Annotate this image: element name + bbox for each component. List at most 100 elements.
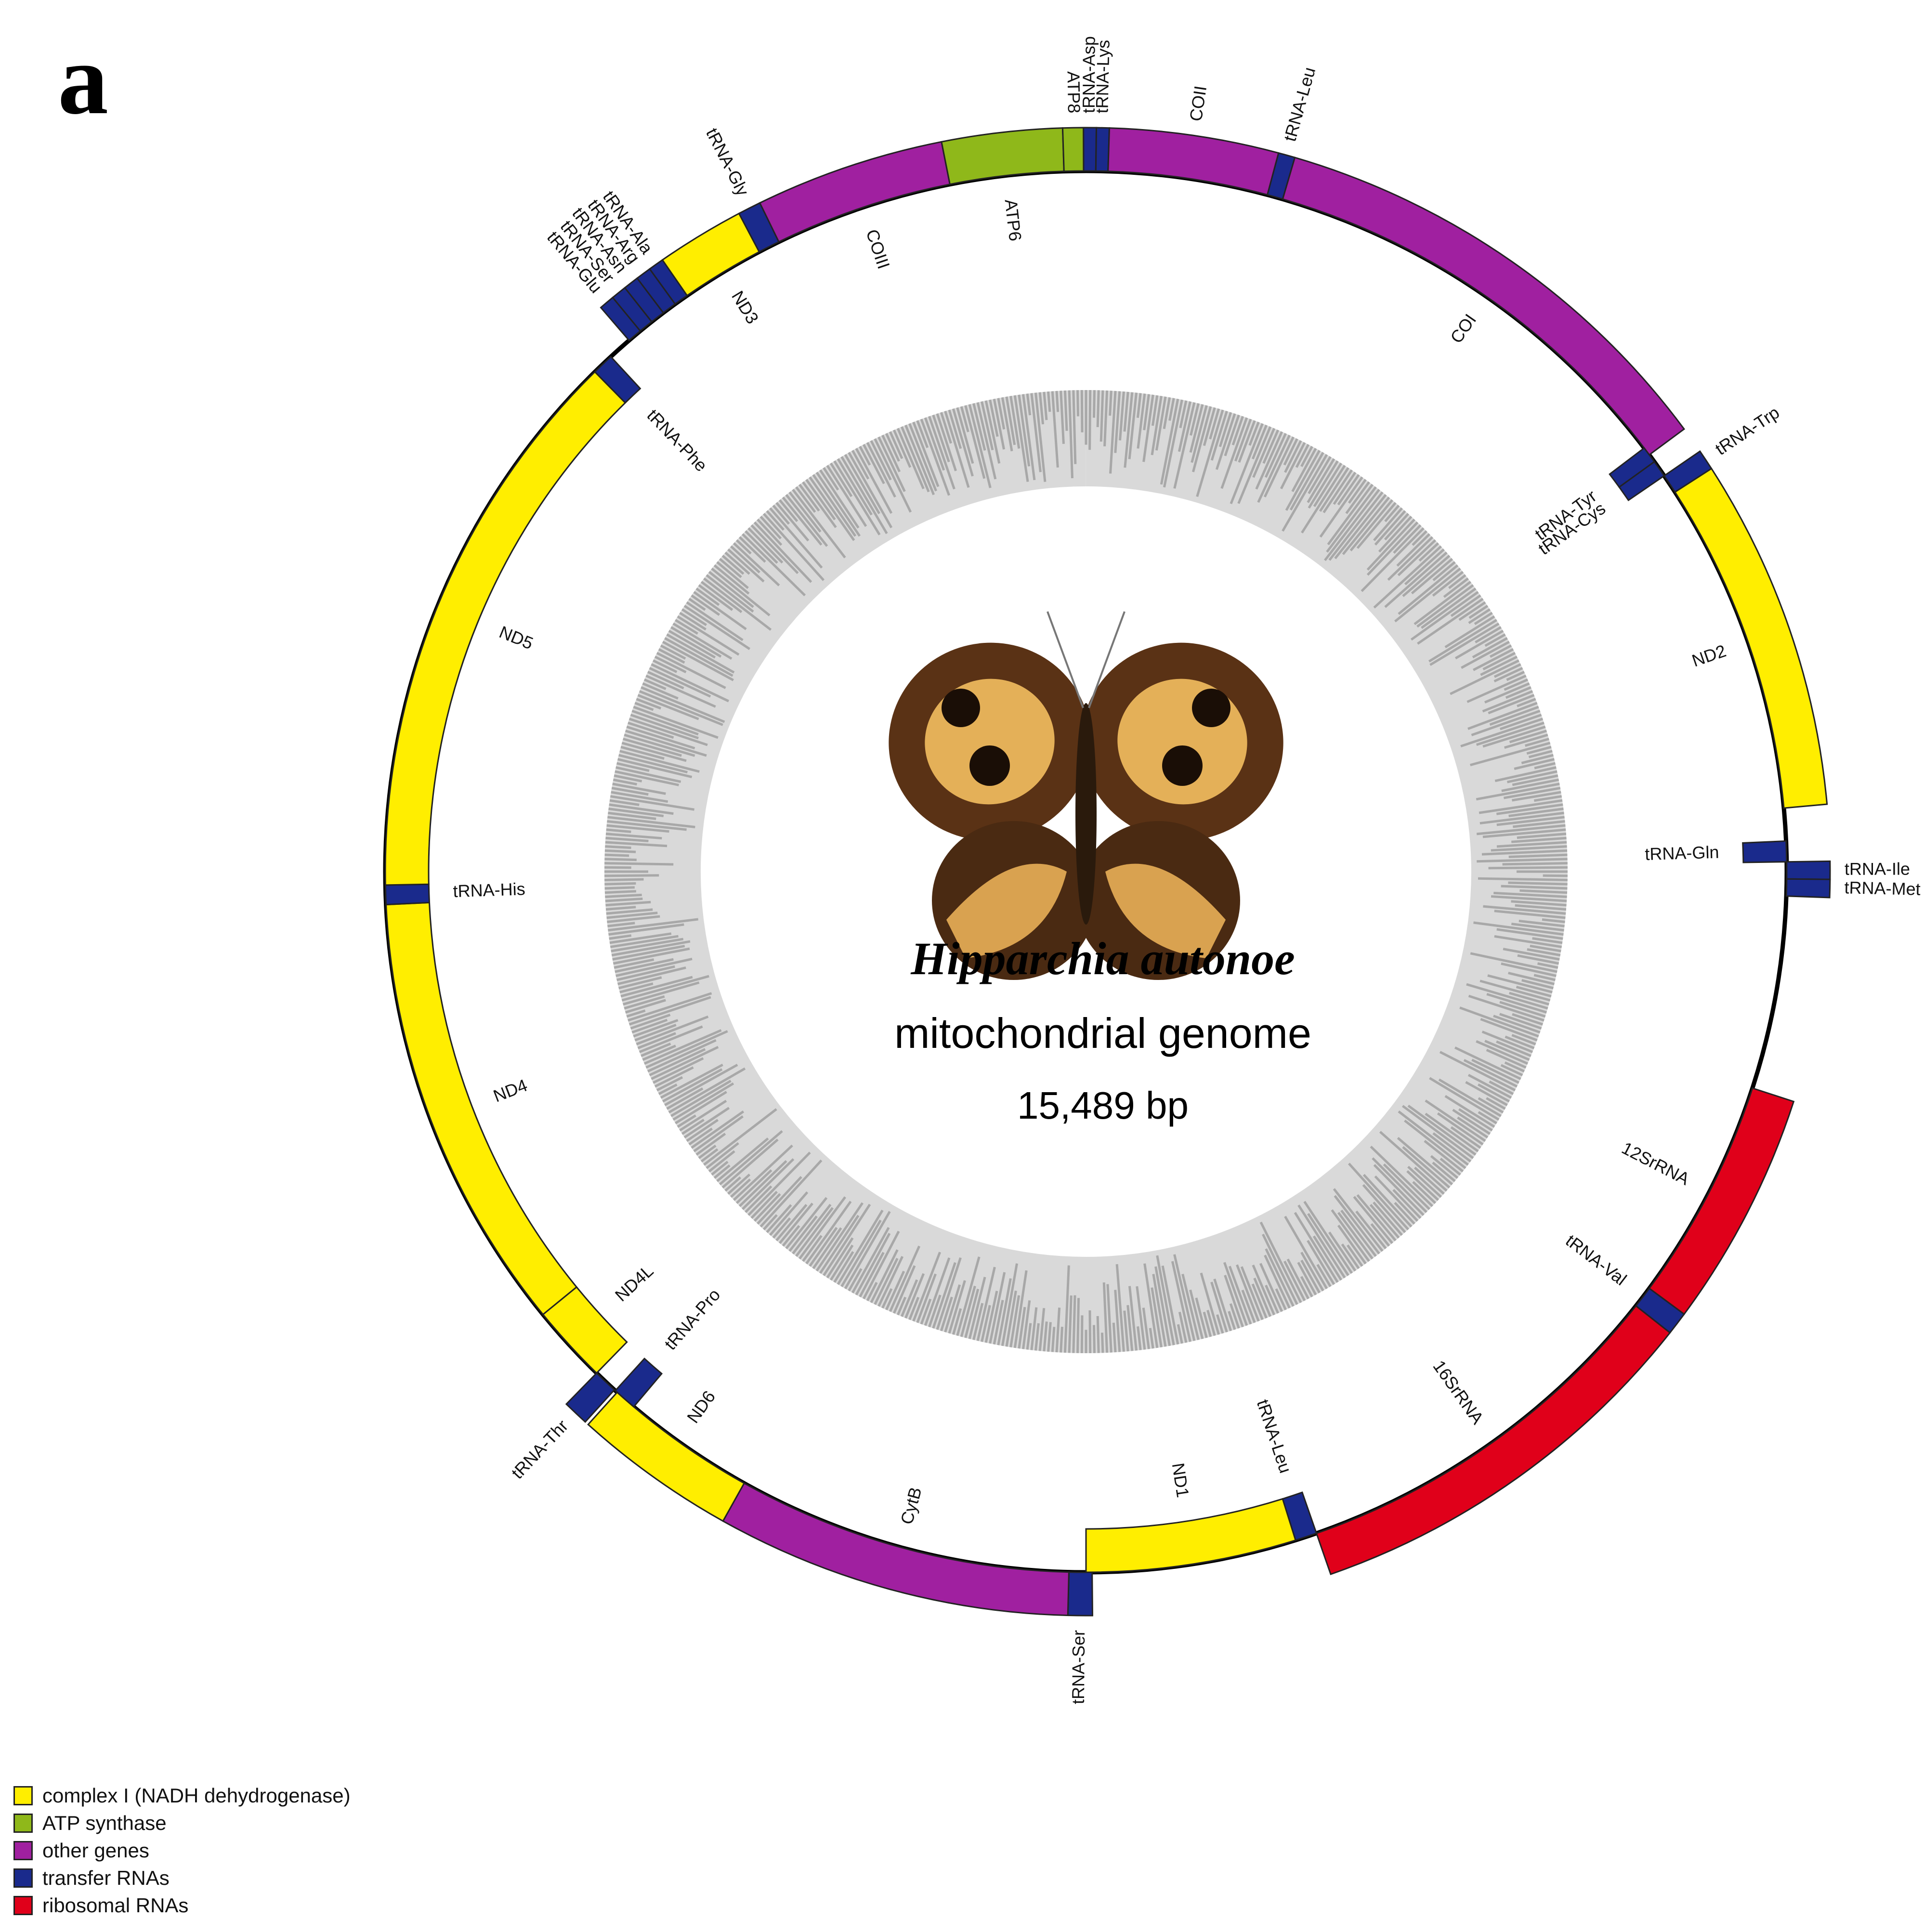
gc-tick (1241, 1290, 1256, 1323)
gc-tick (940, 412, 952, 444)
gc-tick (823, 1203, 871, 1277)
gene-label: COII (1186, 84, 1210, 122)
gc-tick (613, 778, 637, 786)
gc-tick (605, 893, 642, 898)
gc-tick (1160, 398, 1179, 485)
gc-tick (870, 1249, 899, 1304)
gc-tick (1300, 1276, 1313, 1298)
gc-tick (608, 811, 656, 820)
gc-tick (713, 1164, 731, 1179)
gc-tick (1203, 407, 1216, 446)
gc-tick (605, 845, 631, 849)
gc-tick (1319, 476, 1363, 538)
gc-tick (855, 447, 893, 514)
gc-tick (700, 581, 743, 614)
gc-tick (837, 1209, 884, 1285)
gc-tick (1196, 409, 1224, 497)
gc-tick (647, 1039, 717, 1072)
gc-tick (1179, 400, 1188, 429)
gc-tick (1515, 904, 1567, 911)
gc-tick (604, 878, 644, 881)
gc-tick (1229, 1303, 1240, 1329)
gc-tick (1177, 1324, 1183, 1344)
gc-tick (1213, 1279, 1232, 1332)
gc-tick (1224, 1275, 1244, 1328)
gc-tick (815, 1202, 864, 1272)
gc-tick (738, 536, 766, 563)
gc-tick (1486, 1097, 1506, 1110)
gc-tick (1253, 1278, 1271, 1317)
gc-tick (1178, 1311, 1188, 1343)
gc-tick (1488, 694, 1535, 715)
gc-tick (1313, 462, 1343, 508)
gc-tick (1265, 1284, 1280, 1314)
gc-tick (1425, 1112, 1479, 1152)
gc-tick (1402, 1146, 1451, 1188)
gc-tick (1068, 1295, 1073, 1353)
gc-tick (1348, 1162, 1409, 1230)
gc-tick (1516, 986, 1552, 998)
gc-tick (1018, 394, 1031, 467)
gc-tick (848, 1268, 863, 1292)
gc-tick (688, 598, 706, 611)
gc-tick (1512, 1013, 1544, 1026)
gc-tick (1484, 682, 1530, 704)
gc-tick (795, 1207, 834, 1257)
gc-tick (1491, 845, 1567, 852)
gc-tick (653, 659, 678, 673)
gc-tick (1397, 539, 1437, 576)
gc-tick (1502, 862, 1568, 866)
gc-tick (1038, 392, 1045, 425)
gene-label: tRNA-Leu (1280, 65, 1319, 144)
gc-tick (1347, 1244, 1363, 1267)
gc-tick (889, 1245, 921, 1312)
gc-tick (1060, 1327, 1063, 1353)
gc-tick (1398, 1110, 1469, 1166)
gc-tick (1374, 1175, 1419, 1222)
gc-tick (1216, 1314, 1224, 1334)
gc-tick (1465, 1081, 1508, 1106)
gc-tick (826, 1237, 854, 1279)
gc-tick (658, 1083, 678, 1095)
gc-tick (1474, 612, 1493, 625)
gc-tick (641, 686, 725, 723)
gc-tick (1195, 1297, 1208, 1338)
gc-tick (1300, 1259, 1321, 1293)
gc-tick (1412, 530, 1427, 546)
gc-tick (1191, 406, 1212, 472)
gc-tick (637, 694, 699, 720)
legend-label: other genes (42, 1839, 149, 1862)
gc-tick (1228, 1266, 1252, 1325)
gc-tick (1512, 774, 1558, 786)
gc-tick (1123, 392, 1129, 432)
gc-tick (1517, 698, 1536, 707)
gc-tick (630, 1013, 671, 1030)
gc-tick (1362, 1174, 1413, 1227)
gc-tick (1248, 421, 1260, 446)
gc-tick (1450, 1126, 1481, 1149)
gc-tick (863, 444, 885, 484)
gc-tick (1240, 1266, 1264, 1320)
gc-tick (617, 966, 686, 985)
gc-tick (1457, 1116, 1489, 1139)
gc-tick (1191, 405, 1208, 463)
gc-tick (1102, 1282, 1109, 1353)
gc-tick (851, 450, 870, 480)
gc-tick (1115, 1264, 1125, 1352)
gc-tick (763, 1214, 778, 1230)
gc-tick (1030, 393, 1042, 472)
gc-tick (1072, 390, 1077, 464)
gc-tick (733, 542, 780, 587)
gc-tick (981, 401, 994, 451)
gc-tick (750, 524, 799, 574)
gc-tick (1307, 458, 1335, 503)
gc-tick (1345, 481, 1370, 514)
gc-tick (932, 414, 950, 462)
gc-tick (654, 1066, 694, 1088)
gc-tick (1142, 1307, 1151, 1349)
gc-tick (1511, 1034, 1536, 1045)
gc-tick (1429, 1077, 1500, 1121)
gc-tick (1542, 918, 1565, 924)
gc-tick (611, 786, 649, 796)
gc-tick (1373, 507, 1403, 541)
